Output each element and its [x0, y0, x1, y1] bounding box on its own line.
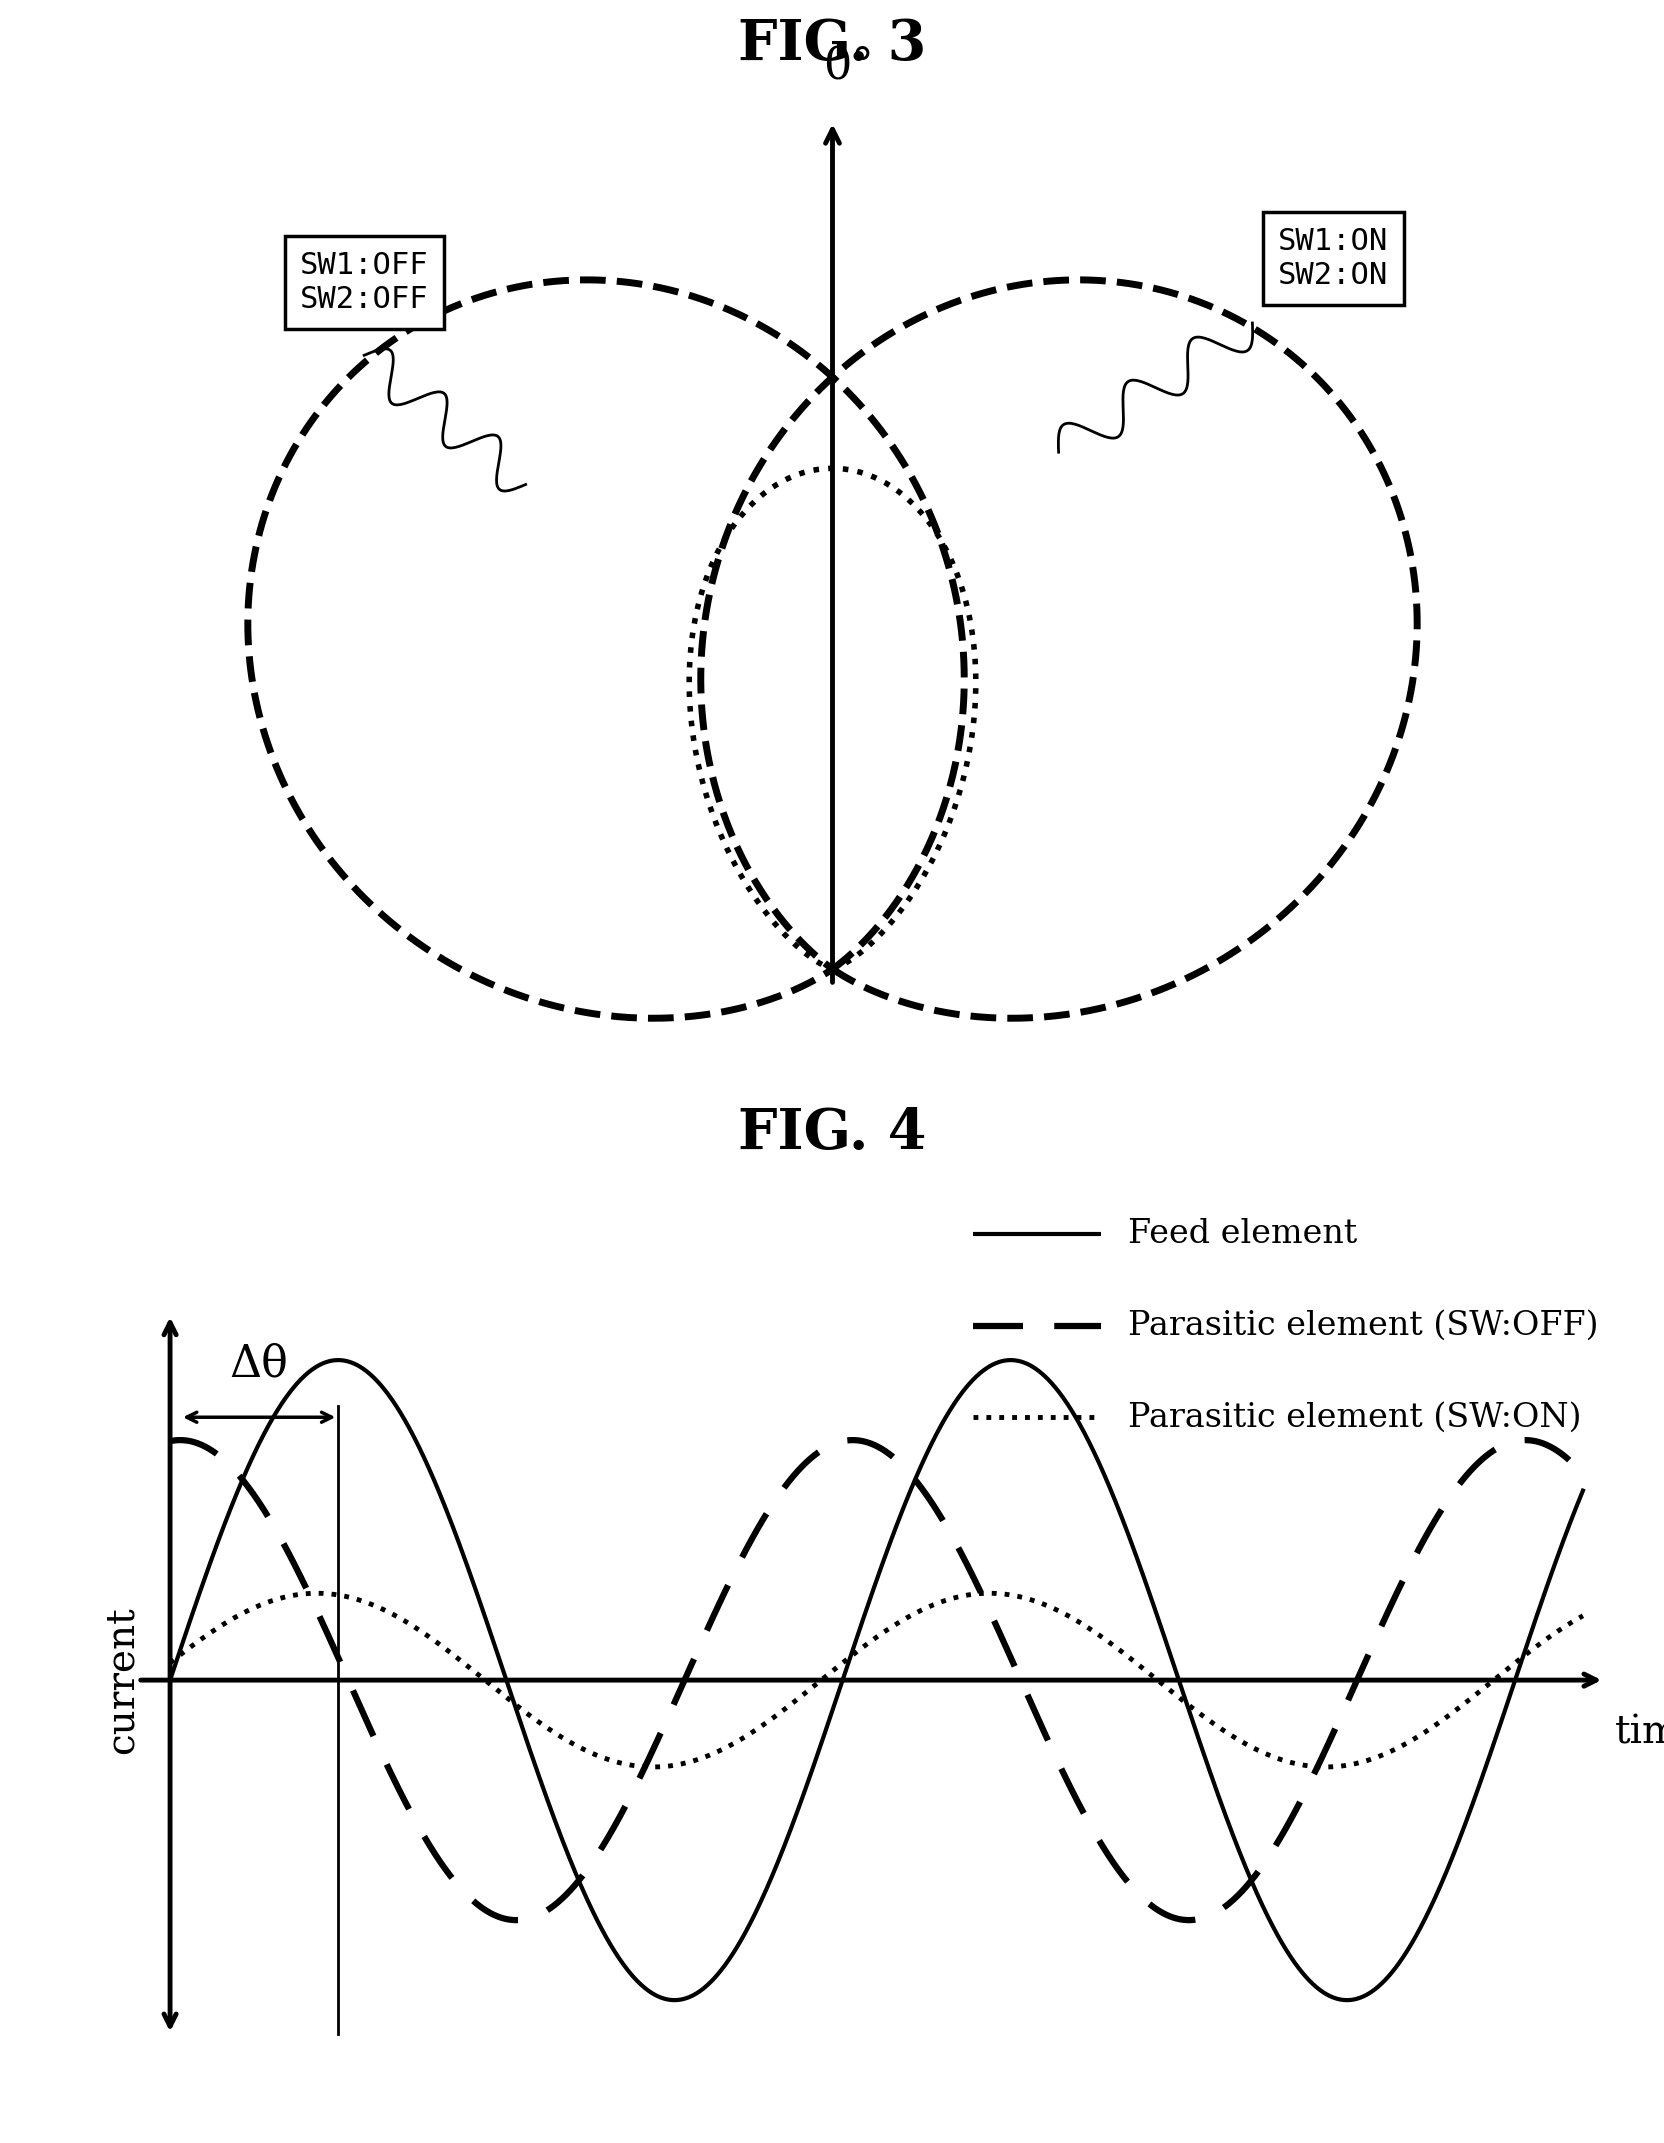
Text: 0°: 0° [822, 45, 874, 88]
Text: SW1:ON
SW2:ON: SW1:ON SW2:ON [1278, 227, 1388, 289]
Text: Parasitic element (SW:ON): Parasitic element (SW:ON) [1127, 1402, 1581, 1434]
Text: time: time [1614, 1714, 1664, 1751]
Text: SW1:OFF
SW2:OFF: SW1:OFF SW2:OFF [300, 251, 428, 313]
Text: Parasitic element (SW:OFF): Parasitic element (SW:OFF) [1127, 1309, 1597, 1342]
Text: FIG. 4: FIG. 4 [737, 1106, 927, 1162]
Text: current: current [103, 1607, 140, 1753]
Text: FIG. 3: FIG. 3 [737, 17, 927, 71]
Text: Δθ: Δθ [230, 1342, 288, 1384]
Text: Feed element: Feed element [1127, 1219, 1356, 1249]
